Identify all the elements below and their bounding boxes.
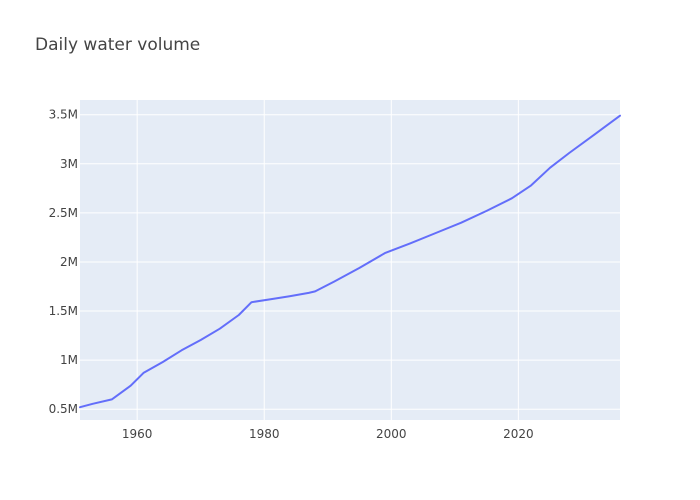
y-axis-ticks: 0.5M 1M 1.5M 2M 2.5M 3M 3.5M xyxy=(49,108,78,416)
y-tick-label: 3.5M xyxy=(49,108,78,122)
x-tick-label: 1980 xyxy=(249,427,280,441)
y-tick-label: 2.5M xyxy=(49,206,78,220)
chart-title: Daily water volume xyxy=(35,35,200,55)
x-tick-label: 2020 xyxy=(503,427,534,441)
series-layer xyxy=(79,114,621,409)
y-tick-label: 1.5M xyxy=(49,304,78,318)
series-line xyxy=(79,114,621,409)
y-tick-label: 3M xyxy=(60,157,78,171)
grid-lines xyxy=(80,100,620,420)
plot-area xyxy=(80,100,620,420)
y-tick-label: 1M xyxy=(60,353,78,367)
y-tick-label: 2M xyxy=(60,255,78,269)
x-axis-ticks: 1960 1980 2000 2020 xyxy=(122,427,534,441)
x-tick-label: 2000 xyxy=(376,427,407,441)
y-tick-label: 0.5M xyxy=(49,402,78,416)
x-tick-label: 1960 xyxy=(122,427,153,441)
